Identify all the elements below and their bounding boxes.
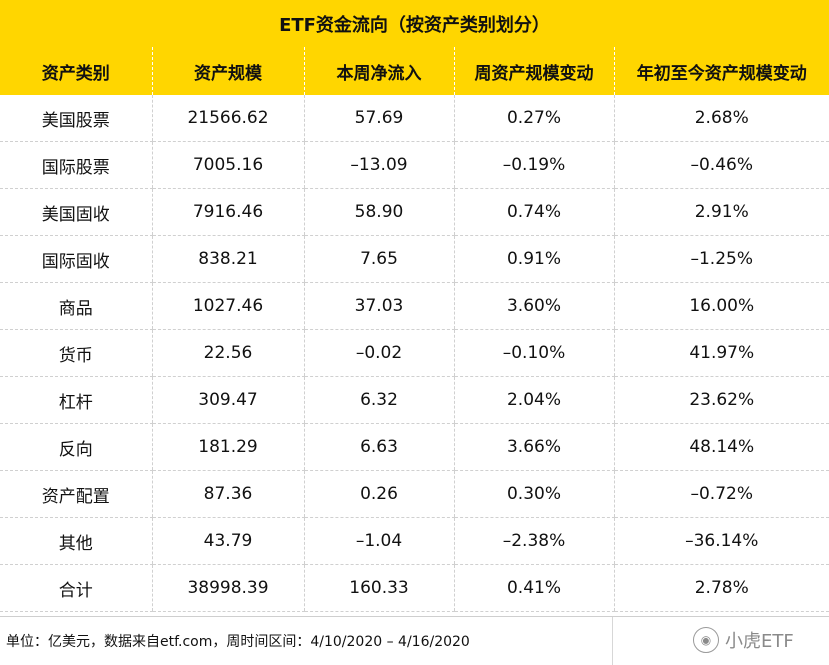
aum-cell: 87.36 (151, 470, 304, 518)
total-row: 合计 38998.39 160.33 0.41% 2.78% (0, 564, 829, 612)
watermark-text: 小虎ETF (725, 631, 794, 652)
table-row: 资产配置 87.36 0.26 0.30% –0.72% (0, 470, 829, 518)
ytd-aum-change-cell: 48.14% (613, 423, 829, 471)
asset-class-cell: 美国固收 (0, 188, 152, 236)
footer: 单位：亿美元，数据来自etf.com，周时间区间：4/10/2020 – 4/1… (0, 616, 829, 665)
ytd-aum-change-cell: 23.62% (613, 376, 829, 424)
weekly-aum-change-cell: 0.30% (453, 470, 614, 518)
weekly-net-inflow-cell: 37.03 (303, 282, 454, 330)
asset-class-cell: 货币 (0, 329, 152, 377)
table-row: 国际固收 838.21 7.65 0.91% –1.25% (0, 235, 829, 283)
ytd-aum-change-cell: 2.68% (613, 95, 829, 142)
asset-class-cell: 商品 (0, 282, 152, 330)
asset-class-cell: 美国股票 (0, 95, 152, 142)
weekly-net-inflow-cell: 6.32 (303, 376, 454, 424)
aum-cell: 43.79 (151, 517, 304, 565)
weekly-aum-change-cell: 0.91% (453, 235, 614, 283)
footer-divider (612, 617, 613, 665)
aum-cell: 7005.16 (151, 141, 304, 189)
weekly-aum-change-cell: –0.10% (453, 329, 614, 377)
header-aum: 资产规模 (151, 47, 304, 95)
weekly-aum-change-cell: 3.66% (453, 423, 614, 471)
asset-class-cell: 国际股票 (0, 141, 152, 189)
aum-cell: 7916.46 (151, 188, 304, 236)
etf-flow-table: 资产类别 资产规模 本周净流入 周资产规模变动 年初至今资产规模变动 美国股票 2… (0, 47, 829, 612)
weekly-aum-change-cell: –0.19% (453, 141, 614, 189)
footer-note: 单位：亿美元，数据来自etf.com，周时间区间：4/10/2020 – 4/1… (6, 634, 470, 650)
table-row: 货币 22.56 –0.02 –0.10% 41.97% (0, 329, 829, 377)
weekly-net-inflow-cell: 0.26 (303, 470, 454, 518)
weekly-aum-change-cell: 3.60% (453, 282, 614, 330)
weekly-aum-change-cell: 0.74% (453, 188, 614, 236)
table-row: 杠杆 309.47 6.32 2.04% 23.62% (0, 376, 829, 424)
weekly-net-inflow-cell: 6.63 (303, 423, 454, 471)
asset-class-cell: 杠杆 (0, 376, 152, 424)
table-row: 美国股票 21566.62 57.69 0.27% 2.68% (0, 95, 829, 142)
ytd-aum-change-cell: –1.25% (613, 235, 829, 283)
weekly-net-inflow-cell: –0.02 (303, 329, 454, 377)
table-row: 商品 1027.46 37.03 3.60% 16.00% (0, 282, 829, 330)
asset-class-cell: 合计 (0, 564, 152, 612)
ytd-aum-change-cell: 41.97% (613, 329, 829, 377)
asset-class-cell: 反向 (0, 423, 152, 471)
weekly-aum-change-cell: 2.04% (453, 376, 614, 424)
weekly-aum-change-cell: 0.27% (453, 95, 614, 142)
aum-cell: 22.56 (151, 329, 304, 377)
header-weekly-net-inflow: 本周净流入 (303, 47, 454, 95)
table-row: 其他 43.79 –1.04 –2.38% –36.14% (0, 517, 829, 565)
aum-cell: 21566.62 (151, 95, 304, 142)
ytd-aum-change-cell: 2.78% (613, 564, 829, 612)
asset-class-cell: 其他 (0, 517, 152, 565)
ytd-aum-change-cell: 2.91% (613, 188, 829, 236)
header-asset-class: 资产类别 (0, 47, 152, 95)
header-weekly-aum-change: 周资产规模变动 (453, 47, 614, 95)
weekly-net-inflow-cell: 160.33 (303, 564, 454, 612)
table-row: 美国固收 7916.46 58.90 0.74% 2.91% (0, 188, 829, 236)
aum-cell: 838.21 (151, 235, 304, 283)
weekly-net-inflow-cell: 58.90 (303, 188, 454, 236)
aum-cell: 181.29 (151, 423, 304, 471)
ytd-aum-change-cell: –0.46% (613, 141, 829, 189)
asset-class-cell: 国际固收 (0, 235, 152, 283)
aum-cell: 1027.46 (151, 282, 304, 330)
weekly-net-inflow-cell: –1.04 (303, 517, 454, 565)
table-row: 国际股票 7005.16 –13.09 –0.19% –0.46% (0, 141, 829, 189)
ytd-aum-change-cell: –0.72% (613, 470, 829, 518)
ytd-aum-change-cell: –36.14% (613, 517, 829, 565)
weekly-aum-change-cell: 0.41% (453, 564, 614, 612)
aum-cell: 309.47 (151, 376, 304, 424)
asset-class-cell: 资产配置 (0, 470, 152, 518)
weekly-net-inflow-cell: 57.69 (303, 95, 454, 142)
watermark: ◉ 小虎ETF (693, 627, 794, 653)
weibo-logo-icon: ◉ (693, 627, 719, 653)
weekly-net-inflow-cell: 7.65 (303, 235, 454, 283)
aum-cell: 38998.39 (151, 564, 304, 612)
table-row: 反向 181.29 6.63 3.66% 48.14% (0, 423, 829, 471)
weekly-aum-change-cell: –2.38% (453, 517, 614, 565)
table-title: ETF资金流向（按资产类别划分） (0, 0, 829, 48)
ytd-aum-change-cell: 16.00% (613, 282, 829, 330)
weekly-net-inflow-cell: –13.09 (303, 141, 454, 189)
header-ytd-aum-change: 年初至今资产规模变动 (613, 47, 829, 95)
header-row: 资产类别 资产规模 本周净流入 周资产规模变动 年初至今资产规模变动 (0, 47, 829, 95)
